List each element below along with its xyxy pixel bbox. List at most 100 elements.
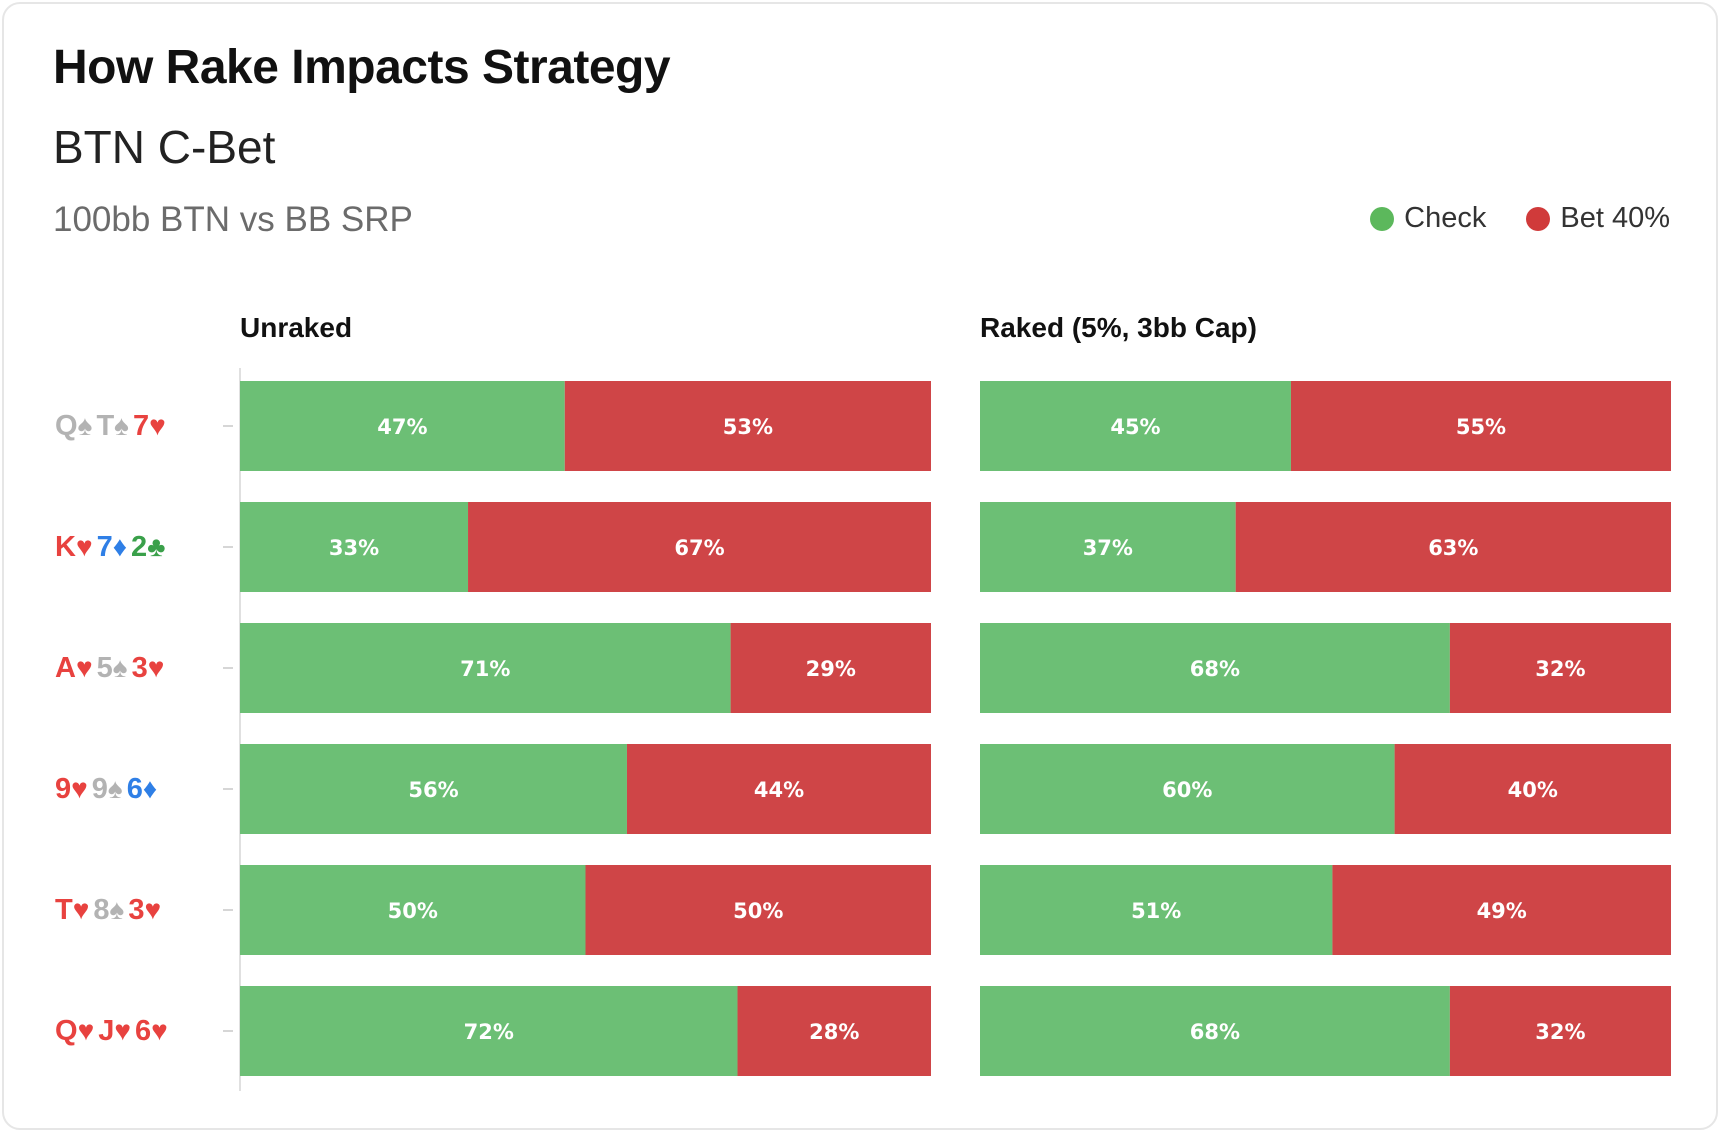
data-label: 50% — [733, 899, 783, 923]
y-axis-tick — [223, 546, 233, 548]
suit-icon: ♦ — [112, 531, 128, 562]
bar-segment-bet — [1394, 744, 1671, 834]
bar-segment-bet — [1449, 986, 1671, 1076]
chart-description: 100bb BTN vs BB SRP — [53, 200, 413, 239]
suit-icon: ♥ — [75, 652, 93, 683]
bar-segment-bet — [468, 502, 931, 592]
data-label: 47% — [377, 415, 427, 439]
data-label: 50% — [388, 899, 438, 923]
data-label: 55% — [1456, 415, 1506, 439]
data-label: 40% — [1508, 778, 1558, 802]
chart-subtitle: BTN C-Bet — [53, 121, 276, 173]
y-axis-tick — [223, 667, 233, 669]
data-label: 68% — [1190, 657, 1240, 681]
bar-segment-check — [980, 986, 1450, 1076]
data-label: 32% — [1535, 657, 1585, 681]
bar-segment-bet — [1290, 381, 1671, 471]
y-axis-tick — [223, 425, 233, 427]
legend-item-bet: Bet 40% — [1526, 202, 1670, 235]
suit-icon: ♠ — [77, 410, 93, 441]
bar-segment-check — [240, 502, 469, 592]
suit-icon: ♥ — [72, 894, 90, 925]
suit-icon: ♣ — [147, 531, 166, 562]
suit-icon: ♥ — [151, 1015, 168, 1046]
data-label: 45% — [1110, 415, 1160, 439]
data-label: 60% — [1162, 778, 1212, 802]
data-label: 29% — [806, 657, 856, 681]
data-label: 33% — [329, 536, 379, 560]
card-rank: 9 — [55, 772, 72, 805]
bar-segment-bet — [1449, 623, 1671, 713]
bar-segment-bet — [564, 381, 931, 471]
data-label: 37% — [1083, 536, 1133, 560]
data-label: 32% — [1535, 1020, 1585, 1044]
board-label: Q ♠ T ♠ 7 ♥ — [55, 381, 170, 471]
card-rank: 8 — [93, 893, 110, 926]
bar-segment-check — [240, 865, 586, 955]
y-axis-tick — [223, 788, 233, 790]
data-label: 44% — [754, 778, 804, 802]
card-rank: Q — [55, 409, 78, 442]
y-axis-line — [239, 368, 241, 1091]
panel-title-unraked: Unraked — [240, 312, 353, 343]
bar-segment-check — [980, 623, 1450, 713]
card-rank: A — [55, 651, 76, 684]
bar-segment-bet — [737, 986, 931, 1076]
bar-segment-bet — [585, 865, 931, 955]
bar-segment-check — [240, 623, 731, 713]
data-label: 68% — [1190, 1020, 1240, 1044]
suit-icon: ♠ — [109, 894, 125, 925]
card-rank: T — [96, 409, 115, 442]
chart-title: How Rake Impacts Strategy — [53, 41, 671, 94]
suit-icon: ♥ — [77, 1015, 95, 1046]
suit-icon: ♥ — [147, 652, 165, 683]
bar-segment-check — [980, 865, 1333, 955]
bar-segment-bet — [730, 623, 931, 713]
suit-icon: ♥ — [75, 531, 93, 562]
data-label: 51% — [1131, 899, 1181, 923]
suit-icon: ♦ — [142, 773, 158, 804]
suit-icon: ♠ — [107, 773, 123, 804]
data-label: 67% — [674, 536, 724, 560]
y-axis-tick — [223, 909, 233, 911]
suit-icon: ♠ — [114, 410, 130, 441]
data-label: 28% — [809, 1020, 859, 1044]
suit-icon: ♥ — [114, 1015, 131, 1046]
bar-segment-check — [980, 381, 1291, 471]
data-label: 63% — [1428, 536, 1478, 560]
card-rank: 6 — [134, 1014, 152, 1047]
card-rank: 3 — [131, 651, 148, 684]
card-rank: 3 — [128, 893, 145, 926]
card-rank: 7 — [133, 409, 150, 442]
data-label: 56% — [408, 778, 458, 802]
circle-icon — [1370, 206, 1395, 231]
card-rank: 5 — [96, 651, 113, 684]
legend-item-check: Check — [1370, 202, 1486, 235]
panel-title-raked: Raked (5%, 3bb Cap) — [980, 312, 1257, 343]
card-rank: J — [98, 1014, 115, 1047]
data-label: 71% — [460, 657, 510, 681]
card-rank: 9 — [91, 772, 108, 805]
legend-label-check: Check — [1404, 202, 1487, 234]
data-label: 49% — [1477, 899, 1527, 923]
board-label: 9 ♥ 9 ♠ 6 ♦ — [55, 744, 161, 834]
bar-segment-check — [980, 502, 1236, 592]
card-rank: 6 — [126, 772, 143, 805]
board-label: A ♥ 5 ♠ 3 ♥ — [55, 623, 168, 713]
bar-segment-check — [240, 986, 738, 1076]
circle-icon — [1526, 206, 1551, 231]
legend-label-bet: Bet 40% — [1560, 202, 1670, 234]
data-label: 53% — [723, 415, 773, 439]
card-rank: 2 — [131, 530, 148, 563]
bar-segment-bet — [626, 744, 931, 834]
suit-icon: ♥ — [71, 773, 88, 804]
suit-icon: ♥ — [144, 894, 162, 925]
suit-icon: ♠ — [112, 652, 128, 683]
card-rank: Q — [55, 1014, 78, 1047]
y-axis-tick — [223, 1030, 233, 1032]
data-label: 72% — [464, 1020, 514, 1044]
board-label: Q ♥ J ♥ 6 ♥ — [55, 986, 172, 1076]
bar-segment-bet — [1235, 502, 1671, 592]
board-label: T ♥ 8 ♠ 3 ♥ — [55, 865, 165, 955]
